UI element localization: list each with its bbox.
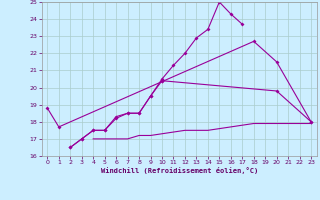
X-axis label: Windchill (Refroidissement éolien,°C): Windchill (Refroidissement éolien,°C) (100, 167, 258, 174)
